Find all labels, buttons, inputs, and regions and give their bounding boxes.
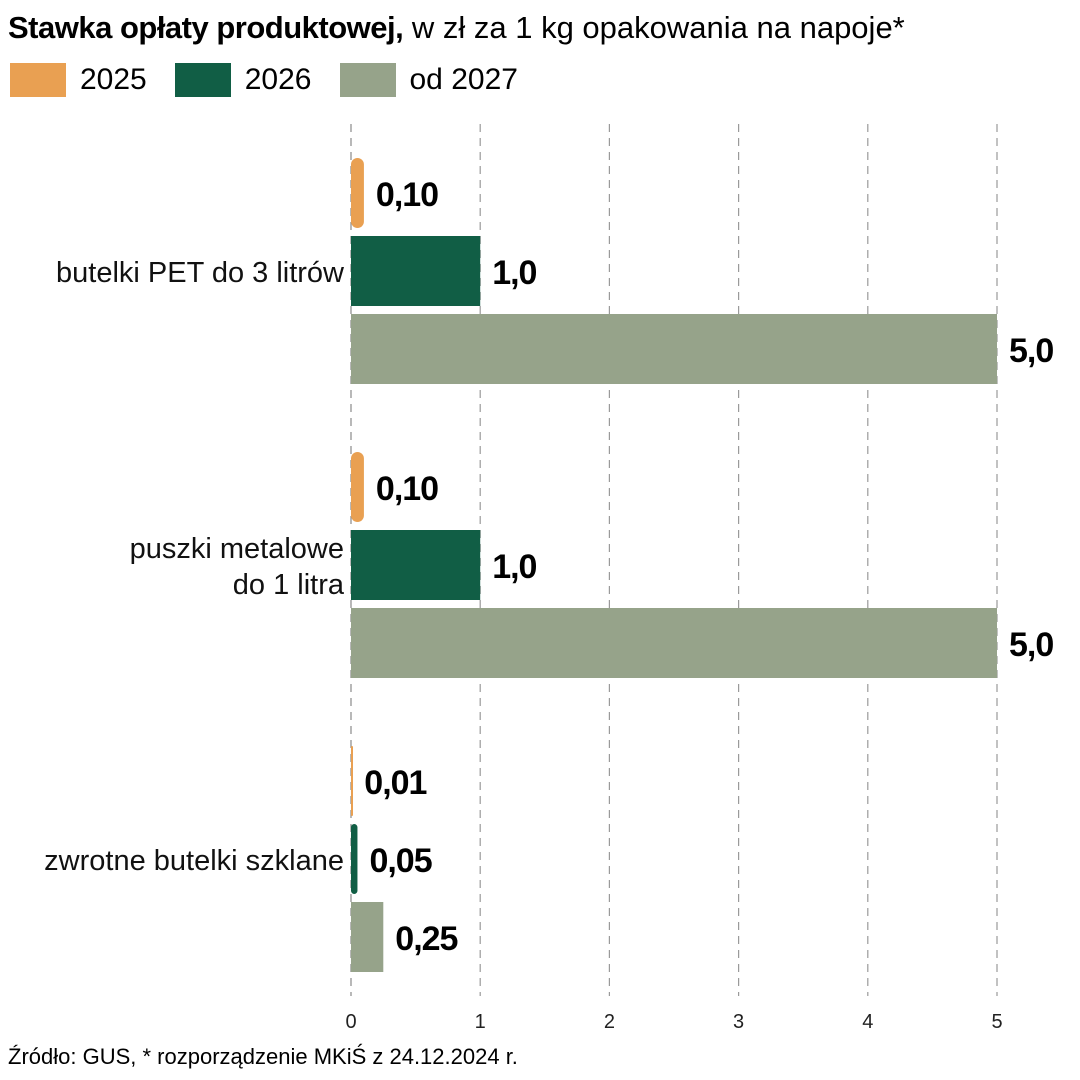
legend-swatch-2026 [174, 63, 231, 97]
bar [351, 158, 364, 228]
bar [351, 746, 353, 816]
category-label: do 1 litra [233, 569, 345, 601]
x-tick-label: 2 [604, 1011, 615, 1033]
bar [351, 824, 358, 894]
legend-label-od-2027: od 2027 [409, 63, 518, 96]
chart-title: Stawka opłaty produktowej, w zł za 1 kg … [8, 10, 905, 46]
category-label: zwrotne butelki szklane [44, 845, 344, 877]
bar [351, 902, 384, 972]
x-tick-label: 1 [475, 1011, 486, 1033]
chart-title-rest: w zł za 1 kg opakowania na napoje* [403, 10, 905, 45]
bar [351, 236, 481, 306]
data-label: 1,0 [492, 548, 536, 586]
data-label: 0,10 [376, 470, 438, 508]
data-label: 0,10 [376, 176, 438, 214]
legend: 2025 2026 od 2027 [10, 62, 546, 98]
bar [351, 314, 997, 384]
bar [351, 530, 481, 600]
data-label: 0,01 [364, 764, 426, 802]
legend-swatch-2025 [10, 63, 66, 97]
source-note: Źródło: GUS, * rozporządzenie MKiŚ z 24.… [8, 1044, 518, 1069]
category-label: puszki metalowe [130, 533, 344, 565]
chart-title-bold: Stawka opłaty produktowej, [8, 10, 404, 45]
x-tick-label: 5 [991, 1011, 1002, 1033]
x-tick-label: 3 [733, 1011, 744, 1033]
data-label: 5,0 [1009, 332, 1053, 370]
bar [351, 608, 997, 678]
legend-label-2025: 2025 [80, 63, 147, 96]
legend-item-2026: 2026 [174, 63, 312, 97]
x-tick-label: 4 [862, 1011, 873, 1033]
data-label: 5,0 [1009, 626, 1053, 664]
data-label: 0,05 [369, 842, 431, 880]
category-label: butelki PET do 3 litrów [56, 257, 345, 289]
data-label: 1,0 [492, 254, 536, 292]
legend-item-2025: 2025 [10, 63, 147, 97]
legend-swatch-od-2027 [339, 63, 396, 97]
legend-item-od-2027: od 2027 [339, 63, 518, 97]
bar [351, 452, 364, 522]
data-label: 0,25 [395, 920, 457, 958]
legend-label-2026: 2026 [244, 63, 312, 96]
x-tick-label: 0 [345, 1011, 356, 1033]
